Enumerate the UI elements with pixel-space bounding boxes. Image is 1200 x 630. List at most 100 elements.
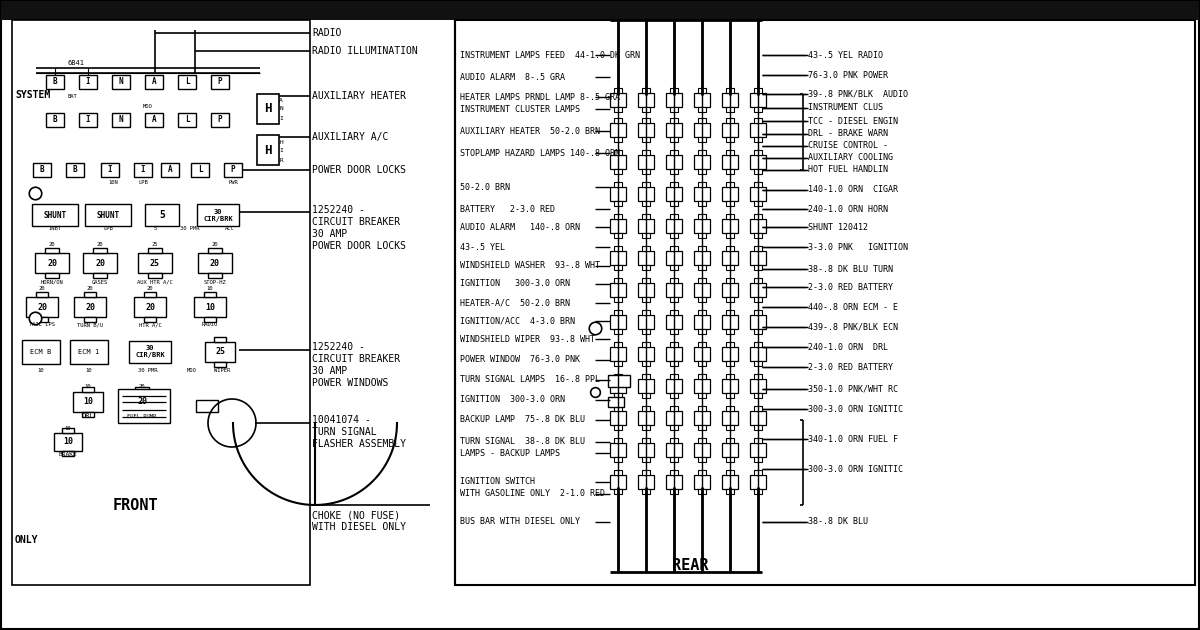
Bar [112, 113, 130, 127]
Bar [610, 187, 626, 201]
Text: WIPER: WIPER [214, 369, 230, 374]
Bar [204, 292, 216, 297]
Bar [722, 443, 738, 457]
Text: CHOKE (NO FUSE): CHOKE (NO FUSE) [312, 510, 400, 520]
Bar [726, 457, 734, 462]
Bar [36, 317, 48, 322]
Text: 20: 20 [38, 287, 46, 292]
Bar [642, 246, 650, 251]
Text: FRONT: FRONT [112, 498, 158, 512]
Bar [666, 219, 682, 233]
Bar [670, 329, 678, 334]
Bar [82, 387, 94, 392]
Text: 350-1.0 PNK/WHT RC: 350-1.0 PNK/WHT RC [808, 384, 898, 394]
Text: BUS BAR WITH DIESEL ONLY: BUS BAR WITH DIESEL ONLY [460, 517, 580, 527]
Bar [178, 75, 196, 89]
Bar [754, 201, 762, 206]
Bar [614, 137, 622, 142]
Text: H: H [280, 139, 283, 144]
Bar [614, 489, 622, 494]
Text: STOP-HZ: STOP-HZ [204, 280, 227, 285]
Text: MOO: MOO [187, 369, 197, 374]
Bar [754, 214, 762, 219]
Text: 30
CIR/BRK: 30 CIR/BRK [136, 345, 164, 358]
Bar [638, 379, 654, 393]
Text: P: P [217, 77, 222, 86]
Text: BATTERY   2-3.0 RED: BATTERY 2-3.0 RED [460, 205, 554, 214]
Bar [26, 297, 58, 317]
Bar [726, 393, 734, 398]
Bar [46, 75, 64, 89]
Bar [614, 107, 622, 112]
Bar [70, 340, 108, 364]
Text: 30 AMP: 30 AMP [312, 229, 347, 239]
Bar [698, 201, 706, 206]
Bar [224, 163, 242, 177]
Bar [754, 329, 762, 334]
Bar [694, 93, 710, 107]
Text: 20: 20 [146, 287, 154, 292]
Bar [726, 150, 734, 155]
Bar [670, 425, 678, 430]
Bar [670, 374, 678, 379]
Bar [642, 265, 650, 270]
Bar [754, 246, 762, 251]
Bar [698, 438, 706, 443]
Bar [694, 219, 710, 233]
Text: AUX HTR A/C: AUX HTR A/C [137, 280, 173, 285]
Text: INSTRUMENT CLUSTER LAMPS: INSTRUMENT CLUSTER LAMPS [460, 105, 580, 113]
Text: 39-.8 PNK/BLK  AUDIO: 39-.8 PNK/BLK AUDIO [808, 89, 908, 98]
Bar [666, 443, 682, 457]
Bar [211, 113, 229, 127]
Bar [698, 457, 706, 462]
Bar [194, 297, 226, 317]
Bar [698, 342, 706, 347]
Bar [642, 470, 650, 475]
Bar [726, 406, 734, 411]
Bar [726, 342, 734, 347]
Text: RADIO ILLUMINATION: RADIO ILLUMINATION [312, 46, 418, 56]
Text: 20: 20 [37, 302, 47, 311]
Text: IGNITION   300-3.0 ORN: IGNITION 300-3.0 ORN [460, 280, 570, 289]
Text: 10: 10 [37, 369, 44, 374]
Bar [666, 93, 682, 107]
Text: I: I [85, 115, 90, 125]
Text: TAIL LPS: TAIL LPS [29, 323, 55, 328]
Bar [726, 425, 734, 430]
Text: AUXILIARY HEATER  50-2.0 BRN: AUXILIARY HEATER 50-2.0 BRN [460, 127, 600, 135]
Bar [754, 425, 762, 430]
Text: AUDIO ALARM   140-.8 ORN: AUDIO ALARM 140-.8 ORN [460, 222, 580, 231]
Bar [642, 169, 650, 174]
Text: 20: 20 [139, 384, 145, 389]
Bar [614, 361, 622, 366]
Bar [642, 118, 650, 123]
Text: REAR: REAR [672, 558, 708, 573]
Text: 30 PMR: 30 PMR [180, 227, 199, 231]
Text: PWR: PWR [228, 180, 238, 185]
Bar [149, 248, 162, 253]
Text: 20: 20 [210, 258, 220, 268]
Bar [670, 310, 678, 315]
Bar [638, 475, 654, 489]
Bar [754, 406, 762, 411]
Bar [698, 393, 706, 398]
Text: L: L [198, 166, 203, 175]
Bar [698, 118, 706, 123]
Bar [83, 253, 118, 273]
Bar [62, 428, 73, 433]
Bar [694, 187, 710, 201]
Text: HEATER LAMPS PRNDL LAMP 8-.5 GRA: HEATER LAMPS PRNDL LAMP 8-.5 GRA [460, 93, 620, 101]
Bar [698, 297, 706, 302]
Bar [750, 315, 766, 329]
Bar [638, 219, 654, 233]
Bar [670, 406, 678, 411]
Bar [35, 253, 70, 273]
Text: SHUNT 120412: SHUNT 120412 [808, 222, 868, 231]
Bar [642, 278, 650, 283]
Text: INSTRUMENT LAMPS FEED  44-1.0 DK GRN: INSTRUMENT LAMPS FEED 44-1.0 DK GRN [460, 50, 640, 59]
Text: WINDSHIELD WASHER  93-.8 WHT: WINDSHIELD WASHER 93-.8 WHT [460, 261, 600, 270]
Bar [694, 283, 710, 297]
Text: H: H [264, 144, 271, 156]
Text: H: H [264, 103, 271, 115]
Text: 38-.8 DK BLU TURN: 38-.8 DK BLU TURN [808, 265, 893, 273]
